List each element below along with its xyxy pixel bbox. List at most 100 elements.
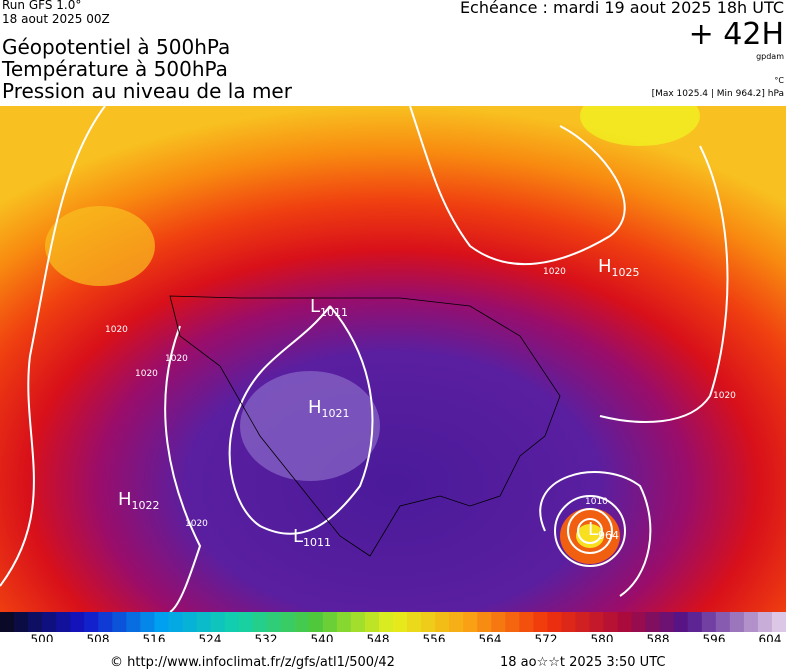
- colorbar-swatch: [126, 612, 141, 632]
- colorbar-swatch: [407, 612, 422, 632]
- isobar-label: 1020: [713, 391, 736, 401]
- center-type: H: [118, 489, 132, 510]
- colorbar-swatch: [449, 612, 464, 632]
- center-value: 1011: [303, 536, 331, 549]
- unit: gpdam: [756, 52, 784, 61]
- colorbar-swatch: [322, 612, 338, 632]
- colorbar-label: 596: [703, 633, 726, 643]
- isobar-label: 1020: [135, 369, 158, 379]
- colorbar-swatch: [154, 612, 169, 632]
- colorbar-swatch: [210, 612, 226, 632]
- isobars: [0, 106, 729, 613]
- isobar-label: 1020: [185, 519, 208, 529]
- colorbar-swatch: [393, 612, 408, 632]
- pressure-center: H1022: [118, 489, 160, 512]
- colorbar-swatch: [364, 612, 380, 632]
- center-value: 1022: [132, 499, 160, 512]
- colorbar-swatch: [659, 612, 675, 632]
- colorbar-swatch: [701, 612, 717, 632]
- colorbar-swatch: [743, 612, 759, 632]
- title: Géopotentiel à 500hPa: [2, 35, 231, 59]
- timestamp: 18 ao☆☆t 2025 3:50 UTC: [500, 655, 666, 670]
- title: Température à 500hPa: [2, 57, 228, 81]
- colorbar-swatch: [336, 612, 352, 632]
- colorbar-label: 548: [367, 633, 390, 643]
- warm-area: [580, 106, 700, 146]
- colorbar-swatch: [308, 612, 324, 632]
- center-type: H: [598, 256, 612, 277]
- colorbar-swatch: [491, 612, 506, 632]
- colorbar-swatch: [14, 612, 29, 632]
- center-type: H: [308, 397, 322, 418]
- colorbar-label: 588: [647, 633, 670, 643]
- colorbar-swatch: [266, 612, 282, 632]
- center-type: L: [310, 296, 320, 317]
- pressure-center: H1025: [598, 256, 640, 279]
- isobar-label: 1010: [585, 497, 608, 507]
- pressure-center: H1021: [308, 397, 350, 420]
- colorbar-swatch: [196, 612, 212, 632]
- colorbar-swatch: [168, 612, 183, 632]
- title: Pression au niveau de la mer: [2, 79, 292, 103]
- isobar-label: 1020: [165, 354, 188, 364]
- run: Run GFS 1.0°: [2, 0, 82, 12]
- source-url: © http://www.infoclimat.fr/z/gfs/atl1/50…: [110, 655, 395, 670]
- cold-area: [240, 371, 380, 481]
- temperature-field: [0, 106, 786, 612]
- colorbar-swatch: [687, 612, 703, 632]
- colorbar-swatch: [280, 612, 296, 632]
- colorbar-swatch: [224, 612, 240, 632]
- run-date: 18 aout 2025 00Z: [2, 12, 110, 26]
- colorbar-swatch: [435, 612, 450, 632]
- center-type: L: [293, 526, 303, 547]
- colorbar-swatch: [561, 612, 576, 632]
- isobar-label: 1020: [543, 267, 566, 277]
- colorbar-swatch: [0, 612, 15, 632]
- center-type: L: [588, 519, 598, 540]
- extremes: [Max 1025.4 | Min 964.2] hPa: [651, 89, 784, 99]
- isobar-label: 1020: [105, 325, 128, 335]
- colorbar-swatch: [519, 612, 534, 632]
- warm-core: [576, 524, 604, 548]
- colorbar-swatch: [505, 612, 520, 632]
- colorbar-swatch: [28, 612, 43, 632]
- colorbar-label: 556: [423, 633, 446, 643]
- colorbar-swatch: [252, 612, 268, 632]
- colorbar-swatch: [771, 612, 786, 632]
- center-value: 1025: [612, 266, 640, 279]
- colorbar-swatch: [617, 612, 633, 632]
- colorbar-swatch: [673, 612, 689, 632]
- map: H1025L1011H1021H1022L1011L96410201020102…: [0, 106, 786, 613]
- colorbar-swatch: [463, 612, 478, 632]
- colorbar-swatch: [294, 612, 310, 632]
- colorbar-swatch: [421, 612, 436, 632]
- colorbar-swatch: [575, 612, 590, 632]
- colorbar-swatch: [378, 612, 394, 632]
- pressure-center: L1011: [310, 296, 348, 319]
- colorbar-label: 524: [199, 633, 222, 643]
- colorbar-label: 500: [31, 633, 54, 643]
- warm-area: [45, 206, 155, 286]
- colorbar-label: 532: [255, 633, 278, 643]
- colorbar-swatch: [715, 612, 731, 632]
- colorbar-swatch: [238, 612, 254, 632]
- colorbar-label: 572: [535, 633, 558, 643]
- colorbar-swatch: [757, 612, 773, 632]
- pressure-center: L1011: [293, 526, 331, 549]
- colorbar-swatch: [56, 612, 71, 632]
- center-value: 1011: [320, 306, 348, 319]
- colorbar-swatch: [645, 612, 661, 632]
- colorbar-swatch: [631, 612, 647, 632]
- unit: °C: [774, 76, 784, 85]
- colorbar-label: 564: [479, 633, 502, 643]
- pressure-center: L964: [588, 519, 619, 542]
- colorbar: 500 508 516 524 532 540 548 556 564 572 580 588 596 6…: [0, 612, 786, 642]
- coastlines: [169, 295, 561, 557]
- colorbar-swatch: [603, 612, 619, 632]
- colorbar-swatch: [98, 612, 113, 632]
- colorbar-swatch: [112, 612, 127, 632]
- colorbar-swatch: [533, 612, 548, 632]
- colorbar-swatch: [70, 612, 85, 632]
- echeance: Echéance : mardi 19 aout 2025 18h UTC: [459, 0, 784, 17]
